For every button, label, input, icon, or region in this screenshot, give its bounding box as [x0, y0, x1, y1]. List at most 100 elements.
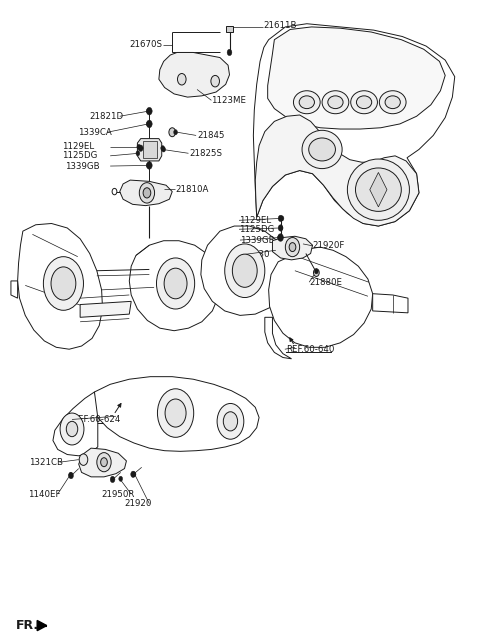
Circle shape [97, 453, 111, 472]
Circle shape [313, 269, 319, 276]
Circle shape [146, 108, 150, 113]
Circle shape [60, 413, 84, 445]
Polygon shape [255, 115, 419, 226]
Circle shape [43, 256, 84, 310]
Circle shape [289, 243, 296, 251]
Polygon shape [79, 448, 126, 477]
Circle shape [79, 454, 88, 465]
Circle shape [138, 145, 143, 151]
Polygon shape [265, 317, 291, 359]
Circle shape [146, 162, 152, 169]
Ellipse shape [293, 91, 320, 113]
Circle shape [69, 472, 72, 478]
Circle shape [211, 76, 219, 87]
Circle shape [146, 120, 152, 128]
Polygon shape [93, 377, 259, 451]
Circle shape [101, 458, 108, 467]
Circle shape [146, 121, 150, 126]
Circle shape [278, 234, 283, 242]
Circle shape [174, 129, 178, 135]
Circle shape [119, 476, 122, 481]
Polygon shape [273, 237, 312, 260]
Polygon shape [159, 53, 229, 97]
Polygon shape [268, 27, 445, 129]
Circle shape [285, 238, 300, 256]
Circle shape [217, 403, 244, 439]
Ellipse shape [351, 91, 377, 113]
Circle shape [137, 144, 141, 149]
Polygon shape [53, 392, 98, 456]
Polygon shape [372, 294, 408, 313]
Circle shape [143, 188, 151, 198]
Polygon shape [80, 301, 131, 317]
Text: 1125DG: 1125DG [62, 151, 98, 160]
Text: 21950R: 21950R [102, 490, 135, 499]
Circle shape [232, 254, 257, 287]
Circle shape [314, 269, 318, 274]
Ellipse shape [357, 96, 372, 108]
Polygon shape [269, 247, 372, 347]
Text: 21920: 21920 [124, 499, 152, 508]
Text: 21880E: 21880E [309, 278, 342, 287]
Ellipse shape [309, 138, 336, 161]
Circle shape [146, 107, 152, 115]
Polygon shape [37, 620, 47, 631]
Ellipse shape [322, 91, 349, 113]
Circle shape [131, 471, 135, 478]
Circle shape [227, 49, 232, 56]
Circle shape [110, 476, 115, 483]
Circle shape [132, 472, 136, 477]
Circle shape [279, 226, 283, 231]
Circle shape [69, 472, 73, 479]
Circle shape [169, 128, 176, 137]
Text: 21920F: 21920F [312, 241, 345, 251]
Ellipse shape [302, 130, 342, 169]
Circle shape [280, 216, 284, 221]
Polygon shape [253, 24, 455, 226]
Circle shape [223, 412, 238, 431]
Ellipse shape [299, 96, 314, 108]
Circle shape [278, 215, 283, 222]
Text: 1123ME: 1123ME [211, 96, 246, 105]
Polygon shape [11, 281, 18, 298]
Text: FR.: FR. [16, 619, 39, 632]
Circle shape [112, 188, 117, 195]
Polygon shape [129, 241, 220, 331]
Text: 21821D: 21821D [90, 112, 124, 121]
Circle shape [156, 258, 195, 309]
FancyBboxPatch shape [226, 26, 233, 32]
Polygon shape [120, 180, 172, 206]
Text: 21845: 21845 [197, 131, 225, 140]
Text: 1129EL: 1129EL [62, 142, 95, 151]
Circle shape [278, 235, 281, 240]
Ellipse shape [328, 96, 343, 108]
Text: REF.60-624: REF.60-624 [72, 415, 120, 424]
Circle shape [139, 183, 155, 203]
Text: 21611B: 21611B [263, 21, 297, 30]
Text: 21810A: 21810A [176, 185, 209, 194]
Circle shape [136, 151, 140, 156]
Ellipse shape [379, 91, 406, 113]
Circle shape [162, 147, 166, 152]
Circle shape [165, 399, 186, 427]
Text: 21825S: 21825S [189, 149, 222, 158]
Polygon shape [18, 224, 103, 349]
Text: 1321CB: 1321CB [29, 458, 63, 467]
Circle shape [51, 267, 76, 300]
Text: 1140EF: 1140EF [28, 490, 60, 499]
Text: 1339CA: 1339CA [78, 128, 111, 137]
Polygon shape [370, 172, 387, 207]
Polygon shape [201, 226, 288, 315]
Text: 21670S: 21670S [129, 40, 162, 49]
Text: 1125DG: 1125DG [239, 225, 275, 234]
Circle shape [225, 244, 265, 297]
Circle shape [164, 268, 187, 299]
Circle shape [146, 163, 150, 168]
Ellipse shape [356, 168, 401, 212]
Circle shape [157, 389, 194, 437]
Polygon shape [143, 140, 157, 158]
Circle shape [278, 225, 283, 231]
Circle shape [66, 421, 78, 437]
Polygon shape [137, 138, 162, 161]
Ellipse shape [385, 96, 400, 108]
